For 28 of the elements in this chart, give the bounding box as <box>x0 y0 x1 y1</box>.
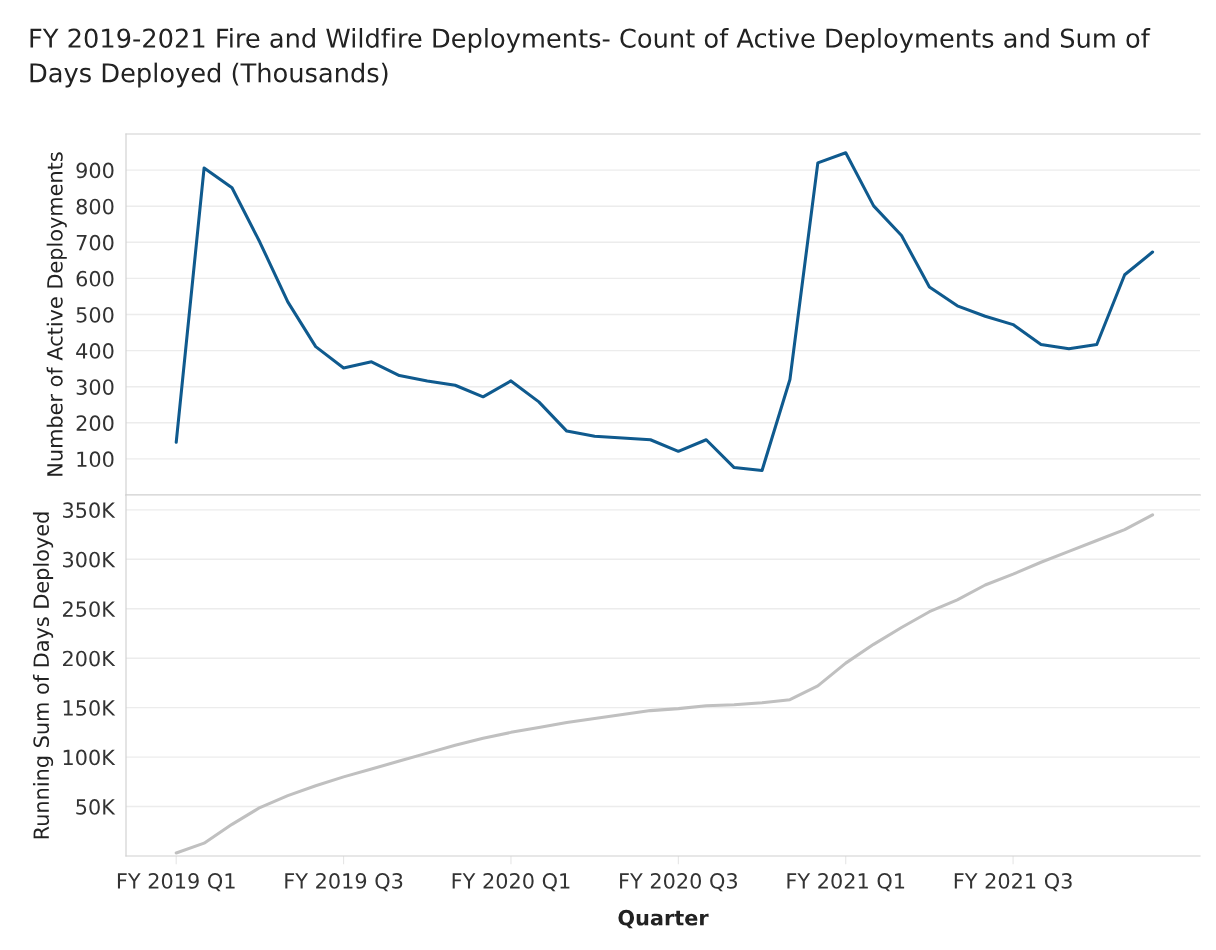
y-tick-label: 50K <box>76 799 116 815</box>
y-tick-label: 100K <box>63 749 116 766</box>
y-tick-label: 500 <box>76 306 114 323</box>
x-tick-label: FY 2021 Q1 <box>787 873 905 892</box>
line-series <box>174 513 1155 855</box>
y-tick-label: 200 <box>76 415 114 432</box>
y-tick-label: 900 <box>76 162 114 179</box>
y-tick-label: 100 <box>77 451 114 468</box>
y-tick-label: 400 <box>76 343 114 359</box>
y-tick-label: 200K <box>62 650 116 667</box>
y-tick-label: 150K <box>63 700 116 716</box>
y-axis-title: Number of Active Deployments <box>46 152 67 476</box>
y-tick-label: 800 <box>76 198 114 215</box>
y-tick-label: 350K <box>63 502 116 519</box>
y-tick-label: 250K <box>62 601 116 617</box>
x-axis-title: Quarter <box>618 909 709 929</box>
y-tick-label: 300K <box>63 551 116 568</box>
y-tick-label: 700 <box>76 234 114 251</box>
x-tick-label: FY 2019 Q1 <box>117 873 235 892</box>
chart-title: FY 2019-2021 Fire and Wildfire Deployments- Count of Active Deployments and Sum of Days Deployed (Thousands) <box>30 28 1151 88</box>
y-tick-label: 300 <box>76 379 114 395</box>
x-tick-label: FY 2020 Q3 <box>620 873 737 892</box>
x-tick-label: FY 2019 Q3 <box>285 873 403 892</box>
line-series <box>174 151 1155 472</box>
x-tick-label: FY 2020 Q1 <box>452 873 570 892</box>
y-tick-label: 600 <box>76 270 114 287</box>
y-axis-title: Running Sum of Days Deployed <box>32 512 54 839</box>
x-tick-label: FY 2021 Q3 <box>954 873 1072 892</box>
